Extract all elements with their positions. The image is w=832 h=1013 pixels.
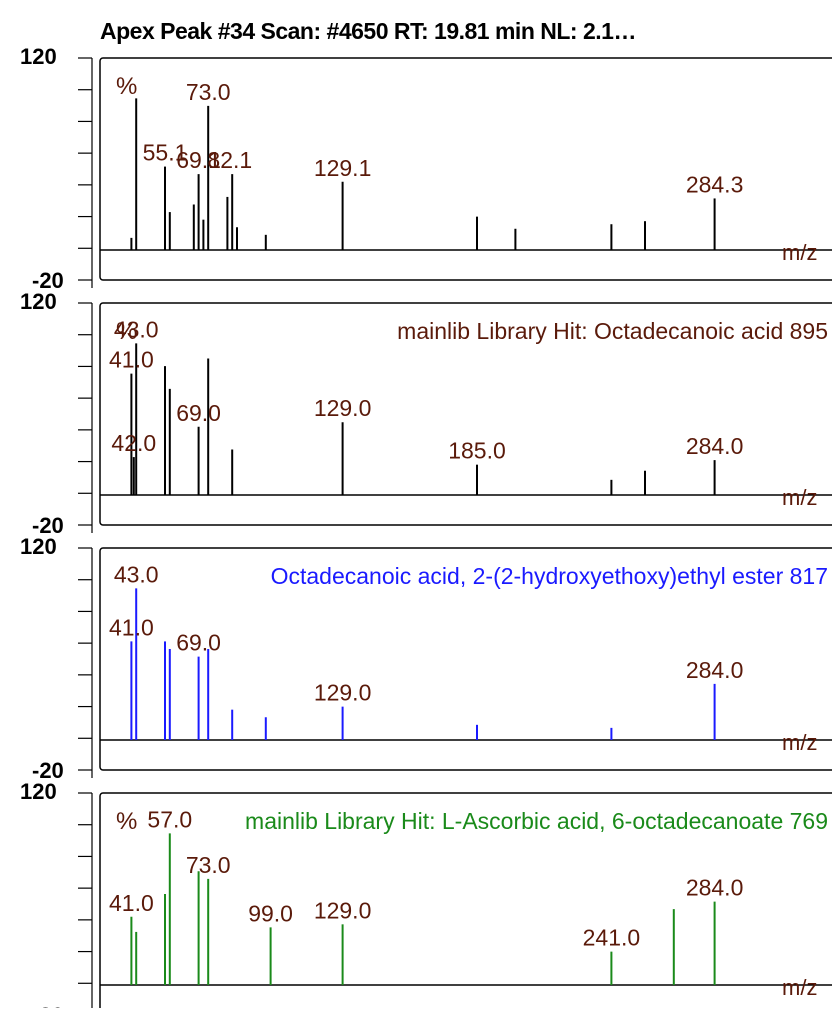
y-tick-label-top: 120 (20, 779, 57, 804)
peak-label: 42.0 (111, 430, 156, 456)
y-tick-label-bottom: -20 (32, 758, 64, 783)
spectrum-panel-2: 120 -20 m/z% mainlib Library Hit: Octadecan… (20, 289, 832, 538)
peak-label: 41.0 (109, 347, 154, 373)
peak-label: 69.0 (176, 630, 221, 656)
library-hit-title: mainlib Library Hit: L-Ascorbic acid, 6-… (245, 808, 828, 834)
y-axis-label: % (116, 73, 137, 100)
spectrum-panel-3: 120 -20 m/z Octadecanoic acid, 2-(2-hydroxy… (20, 534, 832, 783)
peak-label: 43.0 (114, 561, 159, 587)
y-tick-label-top: 120 (20, 44, 57, 69)
y-tick-label-bottom: -20 (32, 1003, 64, 1008)
spectrum-panel-1: 120 -20 m/z% 73.0 55.169.182.1 129.1 284.3 (20, 44, 832, 293)
y-tick-label-bottom: -20 (32, 513, 64, 538)
peak-label: 185.0 (448, 438, 506, 464)
panel-frame (99, 302, 832, 526)
y-axis-label: % (116, 318, 137, 345)
peak-label: 55.1 (143, 140, 188, 166)
library-hit-title: Octadecanoic acid, 2-(2-hydroxyethoxy)et… (271, 563, 828, 589)
peak-label: 73.0 (186, 852, 231, 878)
y-tick-label-top: 120 (20, 289, 57, 314)
peak-label: 284.3 (686, 171, 744, 197)
x-axis-label: m/z (782, 485, 817, 510)
peak-label: 73.0 (186, 79, 231, 105)
x-axis-label: m/z (782, 240, 817, 265)
spectrum-panel-4: 120 -20 m/z% mainlib Library Hit: L-Ascorbi… (20, 779, 832, 1013)
peak-label: 82.1 (207, 147, 252, 173)
peak-label: 41.0 (109, 890, 154, 916)
peak-label: 129.0 (314, 680, 372, 706)
panel-frame (99, 57, 832, 281)
peak-label: 69.1 (176, 147, 221, 173)
y-tick-label-top: 120 (20, 534, 57, 559)
peak-label: 284.0 (686, 657, 744, 683)
library-hit-title: mainlib Library Hit: Octadecanoic acid 8… (397, 318, 828, 344)
x-axis-label: m/z (782, 730, 817, 755)
panel-frame (99, 792, 832, 1013)
peak-label: 284.0 (686, 433, 744, 459)
scan-header-title: Apex Peak #34 Scan: #4650 RT: 19.81 min … (100, 18, 636, 44)
y-axis-label: % (116, 808, 137, 835)
peak-label: 57.0 (147, 806, 192, 832)
peak-label: 41.0 (109, 614, 154, 640)
panel-frame (99, 547, 832, 771)
peak-label: 241.0 (583, 925, 641, 951)
peak-label: 129.1 (314, 155, 372, 181)
peak-label: 69.0 (176, 400, 221, 426)
x-axis-label: m/z (782, 975, 817, 1000)
peak-label: 99.0 (248, 900, 293, 926)
peak-label: 284.0 (686, 875, 744, 901)
peak-label: 129.0 (314, 897, 372, 923)
peak-label: 129.0 (314, 395, 372, 421)
peak-label: 43.0 (114, 316, 159, 342)
y-tick-label-bottom: -20 (32, 268, 64, 293)
